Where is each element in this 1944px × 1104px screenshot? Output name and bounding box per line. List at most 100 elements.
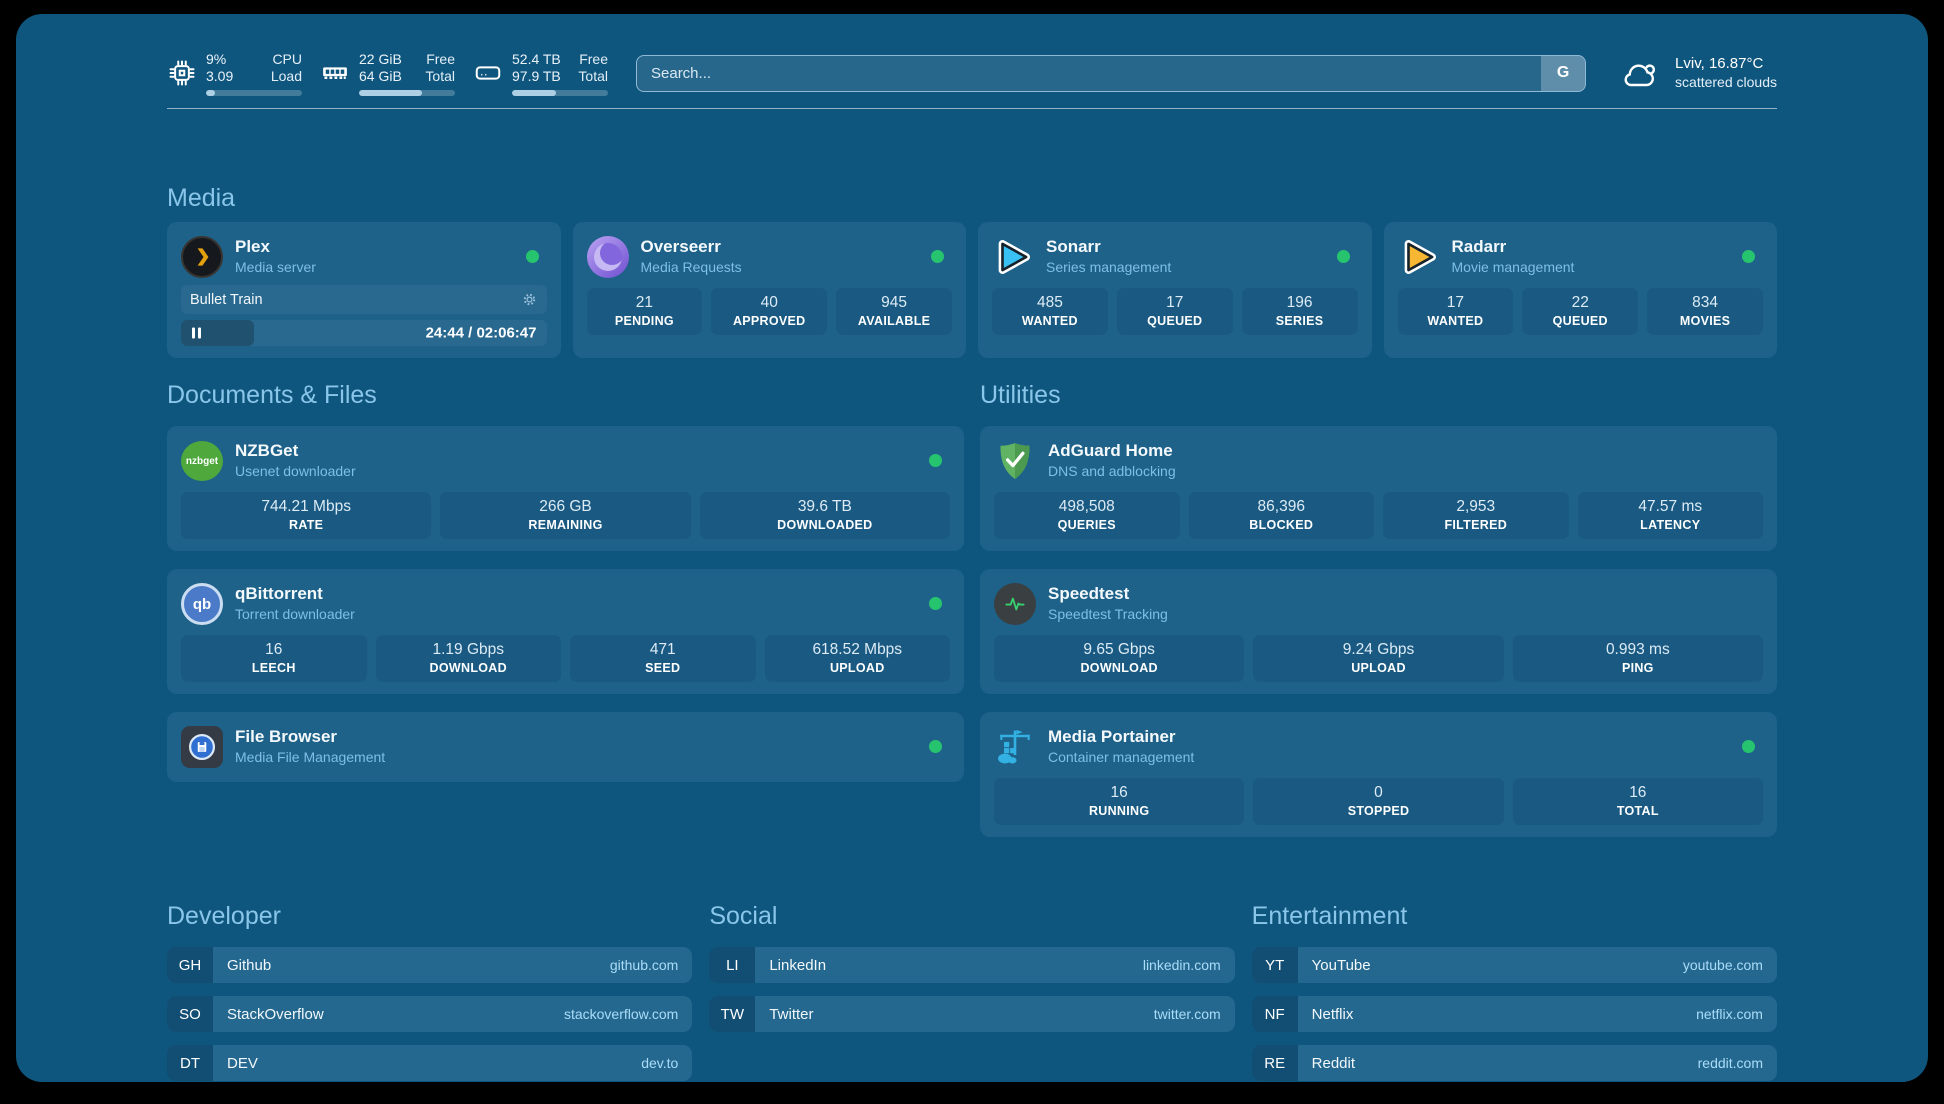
ram-free-label: Free (426, 50, 455, 67)
settings-gear-icon[interactable] (521, 291, 538, 308)
disk-total-label: Total (578, 67, 608, 84)
stat-label: UPLOAD (829, 660, 885, 675)
filebrowser-card[interactable]: File Browser Media File Management (167, 712, 964, 782)
bookmark-github[interactable]: GH Github github.com (167, 947, 693, 983)
disk-total-value: 97.9 TB (512, 67, 561, 84)
stat-value: 9.24 Gbps (1342, 640, 1415, 658)
stat-value: 16 (265, 640, 283, 658)
plex-card[interactable]: Plex Media server Bullet Train (167, 222, 561, 358)
speedtest-card[interactable]: Speedtest Speedtest Tracking 9.65 Gbps D… (980, 569, 1777, 694)
stat-pill: 39.6 TB DOWNLOADED (699, 492, 950, 539)
cloud-icon (1624, 64, 1656, 87)
bookmark-reddit[interactable]: RE Reddit reddit.com (1251, 1045, 1777, 1081)
section-documents: Documents & Files nzbget NZBGet Usenet d… (167, 380, 964, 837)
bookmark-twitter[interactable]: TW Twitter twitter.com (709, 996, 1235, 1032)
section-media: Media Plex Media server Bullet (167, 183, 1777, 358)
nzbget-icon: nzbget (181, 441, 223, 481)
bookmark-url: reddit.com (1697, 1055, 1763, 1071)
stat-label: PENDING (614, 313, 674, 328)
bookmark-linkedin[interactable]: LI LinkedIn linkedin.com (709, 947, 1235, 983)
bookmark-abbr: RE (1251, 1045, 1298, 1081)
bookmark-url: stackoverflow.com (563, 1006, 679, 1022)
top-bar: 9% 3.09 CPU Load (167, 14, 1777, 98)
bookmark-name: StackOverflow (227, 1005, 324, 1023)
status-online-dot (929, 597, 942, 610)
media-section-title: Media (167, 184, 236, 212)
bookmark-abbr: TW (709, 996, 756, 1032)
stat-value: 16 (1110, 783, 1128, 801)
weather-widget: Lviv, 16.87°C scattered clouds (1620, 54, 1777, 92)
stat-label: WANTED (1021, 313, 1078, 328)
status-online-dot (931, 250, 944, 263)
app-subtitle: Series management (1046, 259, 1172, 275)
bookmark-abbr: LI (709, 947, 756, 983)
app-subtitle: DNS and adblocking (1048, 463, 1176, 479)
bookmark-name: Twitter (769, 1005, 814, 1023)
cpu-usage-value: 9% (206, 50, 227, 67)
stat-pill: 945 AVAILABLE (836, 288, 952, 335)
bookmark-name: YouTube (1311, 956, 1371, 974)
sonarr-card[interactable]: Sonarr Series management 485 WANTED 17 Q… (978, 222, 1372, 358)
stat-value: 0 (1374, 783, 1383, 801)
app-name: AdGuard Home (1048, 441, 1173, 460)
stat-pill: 498,508 QUERIES (994, 492, 1180, 539)
entertainment-section-title: Entertainment (1251, 902, 1408, 930)
bookmark-abbr: SO (167, 996, 213, 1032)
stat-pill: 471 SEED (570, 635, 756, 682)
radarr-icon (1398, 236, 1440, 278)
app-name: qBittorrent (235, 584, 323, 603)
nzbget-card[interactable]: nzbget NZBGet Usenet downloader 744.21 M… (167, 426, 964, 551)
app-name: NZBGet (235, 441, 299, 460)
adguard-card[interactable]: AdGuard Home DNS and adblocking 498,508 … (980, 426, 1777, 551)
ram-free-value: 22 GiB (359, 50, 402, 67)
app-subtitle: Container management (1048, 749, 1195, 765)
qbittorrent-card[interactable]: qb qBittorrent Torrent downloader 16 LEE… (167, 569, 964, 694)
stat-label: RUNNING (1088, 803, 1150, 818)
stat-value: 40 (760, 293, 778, 311)
stat-value: 22 (1571, 293, 1589, 311)
bookmark-dev[interactable]: DT DEV dev.to (167, 1045, 693, 1081)
header-divider (167, 108, 1777, 109)
overseerr-card[interactable]: Overseerr Media Requests 21 PENDING 40 A… (572, 222, 966, 358)
bookmark-url: netflix.com (1696, 1006, 1763, 1022)
search-input[interactable] (636, 54, 1587, 92)
radarr-card[interactable]: Radarr Movie management 17 WANTED 22 QUE… (1383, 222, 1777, 358)
stat-pill: 9.24 Gbps UPLOAD (1253, 635, 1504, 682)
portainer-card[interactable]: Media Portainer Container management 16 … (980, 712, 1777, 837)
stat-pill: 9.65 Gbps DOWNLOAD (994, 635, 1245, 682)
player-progress-bar[interactable]: 24:44 / 02:06:47 (181, 320, 547, 346)
stat-value: 17 (1446, 293, 1465, 311)
stat-pill: 17 WANTED (1397, 288, 1514, 335)
stat-value: 9.65 Gbps (1083, 640, 1155, 658)
now-playing-title: Bullet Train (190, 291, 263, 308)
stat-label: REMAINING (528, 517, 603, 532)
stat-pill: 618.52 Mbps UPLOAD (764, 635, 950, 682)
sonarr-icon (992, 236, 1034, 278)
disk-usage-bar (512, 89, 608, 96)
developer-section-title: Developer (167, 902, 281, 930)
stat-pill: 2,953 FILTERED (1383, 492, 1569, 539)
stat-value: 16 (1629, 783, 1647, 801)
stat-label: DOWNLOAD (429, 660, 507, 675)
disk-stat: 52.4 TB 97.9 TB Free Total (473, 51, 608, 96)
bookmark-stackoverflow[interactable]: SO StackOverflow stackoverflow.com (167, 996, 693, 1032)
section-entertainment: Entertainment YT YouTube youtube.com NF … (1251, 901, 1777, 1082)
stat-value: 945 (881, 293, 908, 311)
bookmark-name: Github (227, 956, 272, 974)
stat-pill: 17 QUEUED (1116, 288, 1233, 335)
bookmark-netflix[interactable]: NF Netflix netflix.com (1251, 996, 1777, 1032)
stat-label: STOPPED (1347, 803, 1410, 818)
stat-pill: 47.57 ms LATENCY (1577, 492, 1763, 539)
stat-label: QUEUED (1147, 313, 1203, 328)
search-engine-button[interactable]: G (1541, 55, 1586, 91)
qbittorrent-icon: qb (181, 583, 223, 625)
stat-value: 2,953 (1456, 497, 1496, 515)
pause-icon[interactable] (190, 327, 202, 339)
app-name: Overseerr (640, 237, 721, 256)
section-social: Social LI LinkedIn linkedin.com TW Twitt… (709, 901, 1235, 1082)
stat-label: WANTED (1427, 313, 1484, 328)
app-subtitle: Movie management (1451, 259, 1575, 275)
app-subtitle: Media File Management (235, 749, 386, 765)
bookmark-youtube[interactable]: YT YouTube youtube.com (1251, 947, 1777, 983)
stat-label: MOVIES (1679, 313, 1731, 328)
